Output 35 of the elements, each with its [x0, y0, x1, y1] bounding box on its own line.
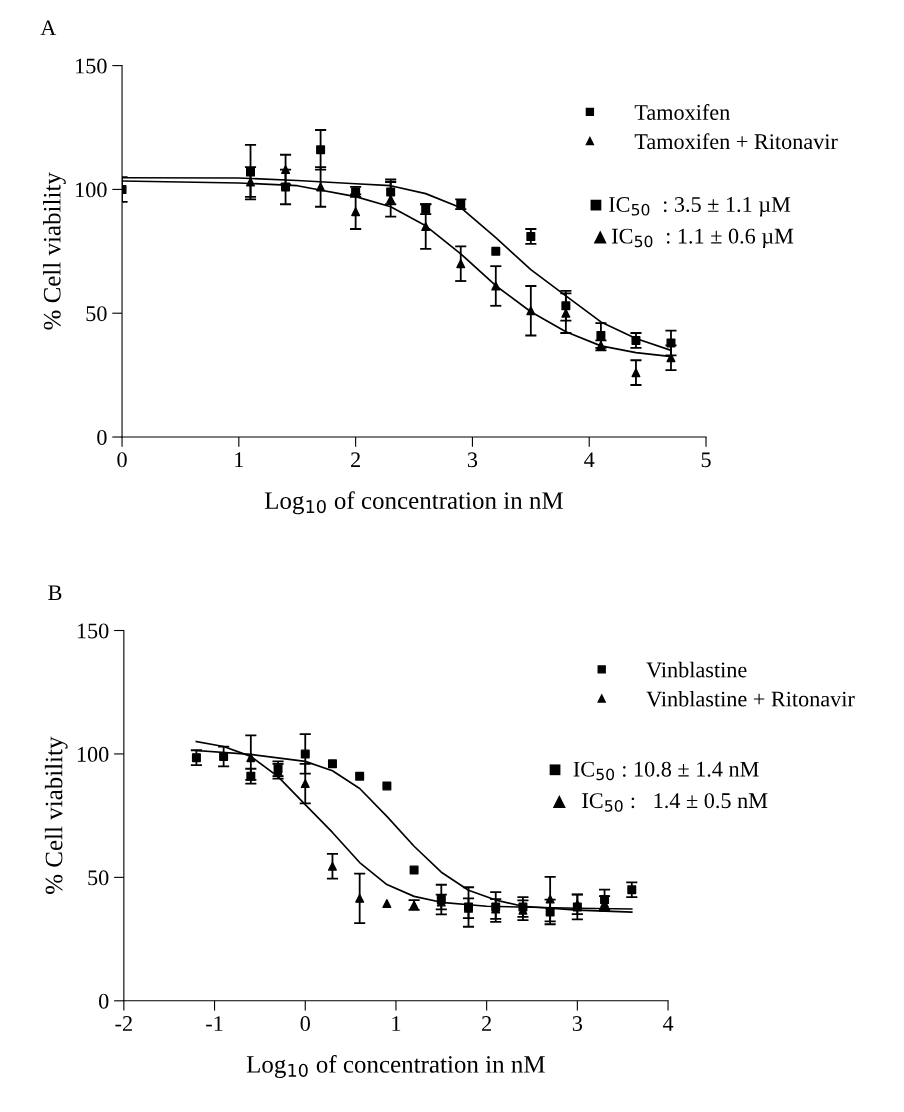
x-tick-label: -2 — [115, 1016, 132, 1031]
x-tick-label: 3 — [572, 1016, 583, 1032]
chart-title: A — [40, 20, 57, 36]
x-tick-label: 5 — [701, 452, 711, 468]
y-tick-label: 150 — [77, 623, 109, 639]
y-tick-label: 100 — [76, 182, 107, 198]
x-tick-label: 1 — [392, 1016, 401, 1031]
y-tick-label: 100 — [77, 746, 109, 762]
legend-label: Vinblastine + Ritonavir — [646, 690, 855, 707]
annotation: ▲IC$_{50}$ : 1.1 ± 0.6 µM — [593, 228, 794, 249]
legend-label: Vinblastine — [646, 661, 747, 678]
y-tick-label: 50 — [88, 870, 109, 886]
x-tick-label: 2 — [351, 452, 360, 468]
x-tick-label: 4 — [662, 1016, 674, 1031]
x-tick-label: 0 — [300, 1016, 310, 1032]
y-axis-title: % Cell viability — [43, 172, 66, 330]
legend-label: Tamoxifen — [634, 104, 730, 120]
legend-label: Tamoxifen + Ritonavir — [634, 133, 838, 150]
x-tick-label: 0 — [117, 452, 127, 468]
y-axis-title: % Cell viability — [44, 736, 68, 894]
y-tick-label: 50 — [86, 306, 107, 322]
y-tick-label: 150 — [76, 58, 107, 74]
x-tick-label: 3 — [467, 452, 478, 468]
x-axis-title: Log$_{10}$ of concentration in nM — [246, 1054, 545, 1078]
y-tick-label: 0 — [99, 993, 109, 1009]
x-tick-label: 4 — [584, 452, 595, 468]
y-tick-label: 0 — [97, 429, 107, 445]
annotation: ■ IC$_{50}$ : 10.8 ± 1.4 nM — [549, 761, 759, 781]
x-tick-label: -1 — [206, 1016, 223, 1031]
x-tick-label: 2 — [482, 1016, 491, 1031]
x-axis-title: Log$_{10}$ of concentration in nM — [264, 491, 563, 515]
chart-title: B — [48, 585, 62, 601]
x-tick-label: 1 — [235, 452, 244, 468]
annotation: ▲ IC$_{50}$ : 1.4 ± 0.5 nM — [552, 793, 768, 812]
annotation: ■ IC$_{50}$ : 3.5 ± 1.1 µM — [590, 197, 791, 217]
